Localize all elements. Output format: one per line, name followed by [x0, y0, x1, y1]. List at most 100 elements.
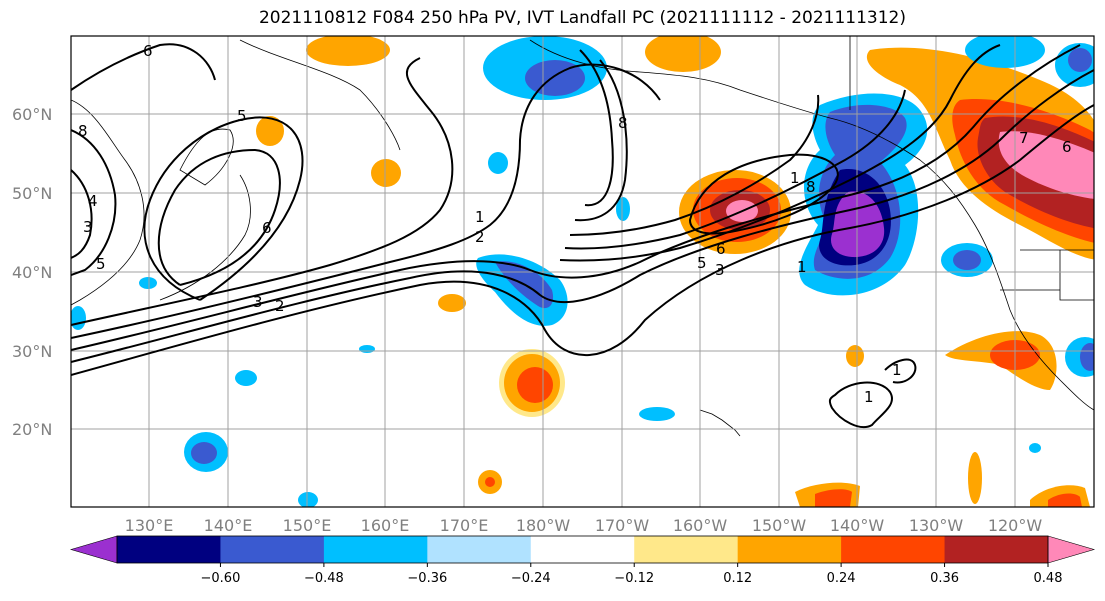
- contour-label: 1: [864, 388, 874, 406]
- colorbar-tick-label: 0.36: [930, 571, 959, 586]
- negative-anomaly: [235, 370, 257, 386]
- pv-contour: [559, 44, 1001, 262]
- lon-label: 130°E: [125, 516, 174, 535]
- pv-contour: [688, 153, 839, 235]
- lon-label: 180°W: [516, 516, 571, 535]
- pv-contour: [143, 116, 304, 301]
- latitude-labels: 60°N 50°N 40°N 30°N 20°N: [12, 105, 52, 439]
- colorbar-tick-label: −0.12: [614, 571, 654, 586]
- lon-label: 170°W: [595, 516, 650, 535]
- negative-anomaly: [139, 277, 157, 289]
- negative-anomaly: [1080, 343, 1094, 371]
- pv-contour: [71, 104, 1094, 376]
- pv-contour: [157, 148, 281, 286]
- map-frame: [70, 35, 1095, 508]
- positive-anomaly: [815, 489, 852, 507]
- colorbar-frame: [116, 535, 1049, 564]
- lon-label: 140°W: [830, 516, 885, 535]
- pv-contour: [71, 129, 117, 276]
- positive-anomaly: [968, 452, 982, 504]
- colorbar-segment: [220, 536, 325, 563]
- lon-label: 150°W: [752, 516, 807, 535]
- contour-label: 1: [790, 169, 800, 187]
- contour-label: 8: [618, 114, 628, 132]
- contour-label: 6: [1062, 138, 1072, 156]
- pv-contour: [579, 49, 614, 207]
- colorbar-tick-label: 0.24: [827, 571, 856, 586]
- pv-contour: [564, 89, 906, 250]
- positive-anomaly: [517, 367, 553, 403]
- contour-label: 5: [697, 254, 707, 272]
- colorbar-tick-label: −0.36: [407, 571, 447, 586]
- longitude-labels: 130°E 140°E 150°E 160°E 170°E 180°W 170°…: [125, 516, 1043, 535]
- colorbar-segment: [841, 536, 946, 563]
- colorbar-extension-low: [69, 535, 118, 564]
- pv-contour: [71, 169, 93, 259]
- map-layers: 6 5 4 3 5 3 2 1 2 8 6 3 5 1 8 1 6 7 6 1 …: [71, 36, 1094, 507]
- negative-anomaly: [965, 36, 1045, 68]
- positive-anomaly: [1048, 493, 1082, 507]
- pv-contour: [71, 63, 661, 339]
- positive-anomaly: [645, 36, 721, 72]
- contour-label: 5: [96, 255, 106, 273]
- negative-anomaly: [830, 191, 885, 258]
- contour-label: 8: [78, 122, 88, 140]
- contour-label: 6: [143, 42, 153, 60]
- positive-anomaly: [846, 345, 864, 367]
- negative-anomaly: [71, 306, 86, 330]
- contour-label: 1: [892, 361, 902, 379]
- positive-anomaly: [998, 131, 1094, 199]
- colorbar-segment: [737, 536, 842, 563]
- pv-contour: [71, 43, 216, 91]
- contour-label: 3: [83, 218, 93, 236]
- negative-anomaly: [191, 442, 217, 464]
- positive-anomaly: [485, 477, 495, 487]
- siberia-coastline: [239, 39, 401, 151]
- negative-anomaly: [616, 197, 630, 221]
- contour-label: 1: [475, 208, 485, 226]
- positive-anomaly: [438, 294, 466, 312]
- negative-anomaly: [488, 152, 508, 174]
- pv-contour: [884, 358, 917, 384]
- colorbar: −0.60 −0.48 −0.36 −0.24 −0.12 0.12 0.24 0.36 0.4…: [69, 535, 1096, 586]
- positive-anomaly: [306, 36, 390, 66]
- pv-contour-layer: [71, 43, 1094, 428]
- colorbar-tick-label: 0.48: [1034, 571, 1063, 586]
- colorbar-tick-label: −0.24: [511, 571, 551, 586]
- us-state-borders: [1000, 249, 1094, 301]
- pv-contour: [71, 69, 1094, 363]
- alaska-coastline: [529, 39, 831, 119]
- colorbar-segment: [944, 536, 1049, 563]
- contour-label: 6: [716, 240, 726, 258]
- colorbar-segment: [427, 536, 532, 563]
- colorbar-tick-label: 0.12: [723, 571, 752, 586]
- colorbar-segment: [117, 536, 221, 563]
- lat-label: 40°N: [12, 263, 52, 282]
- colorbar-tick-label: −0.60: [201, 571, 241, 586]
- negative-anomaly: [298, 492, 318, 507]
- colorbar-tick-label: −0.48: [304, 571, 344, 586]
- contour-label: 1: [797, 258, 807, 276]
- pv-contour: [71, 44, 1081, 351]
- colorbar-segments: [69, 535, 1096, 564]
- lon-label: 130°W: [909, 516, 964, 535]
- positive-anomaly: [371, 159, 401, 187]
- contour-label: 7: [1019, 129, 1029, 147]
- lat-label: 20°N: [12, 420, 52, 439]
- contour-label: 6: [262, 219, 272, 237]
- gridlines: [71, 36, 1094, 507]
- lon-label: 160°W: [673, 516, 728, 535]
- negative-anomaly: [1068, 48, 1092, 72]
- asia-coastline: [71, 99, 145, 306]
- hawaii-islands: [699, 409, 741, 437]
- anomaly-fill-layer: [71, 36, 1094, 507]
- positive-anomaly: [256, 116, 284, 146]
- lon-label: 150°E: [283, 516, 332, 535]
- contour-label: 4: [88, 192, 98, 210]
- colorbar-extension-high: [1047, 535, 1096, 564]
- contour-label-layer: 6 5 4 3 5 3 2 1 2 8 6 3 5 1 8 1 6 7 6 1 …: [78, 42, 1072, 406]
- colorbar-segment: [634, 536, 739, 563]
- pv-contour: [569, 94, 820, 236]
- pv-contour: [828, 381, 893, 428]
